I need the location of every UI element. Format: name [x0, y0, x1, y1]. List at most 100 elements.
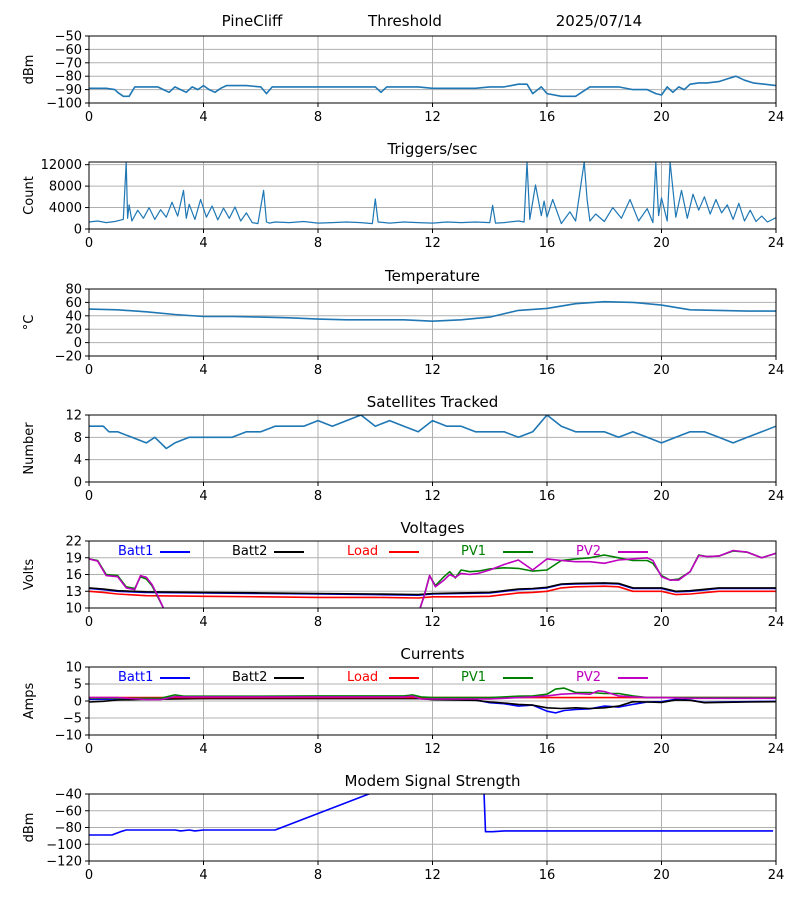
y-tick-label: −90	[55, 83, 82, 98]
x-tick-label: 8	[314, 363, 322, 378]
series-batt2	[89, 582, 776, 596]
series-group	[89, 794, 774, 836]
x-tick-label: 24	[768, 236, 785, 251]
trigger-mode: Threshold	[367, 12, 442, 30]
y-tick-label: 10	[65, 661, 82, 676]
series-pv2	[89, 549, 776, 608]
x-tick-label: 16	[539, 742, 556, 757]
y-tick-label: 60	[65, 296, 82, 311]
x-tick-label: 24	[768, 363, 785, 378]
x-tick-label: 0	[85, 110, 93, 125]
y-axis-label: Count	[22, 176, 37, 215]
y-tick-label: 0	[74, 336, 82, 351]
legend-label: PV1	[461, 670, 486, 685]
series-line	[89, 300, 776, 323]
panel-title: Temperature	[384, 267, 480, 285]
x-tick-label: 24	[768, 868, 785, 883]
x-tick-label: 8	[314, 868, 322, 883]
x-tick-label: 8	[314, 615, 322, 630]
series-group	[89, 162, 776, 225]
x-tick-label: 16	[539, 489, 556, 504]
x-tick-label: 16	[539, 363, 556, 378]
y-tick-label: −10	[55, 729, 82, 744]
chart-triggers: 0 4 8 12 16 20 24 0 4000 8000 12000 Triggers/sec Cou…	[22, 140, 784, 251]
chart-rssi: 0 4 8 12 16 20 24 −100−90−80−70−60−50 dBm	[22, 30, 784, 126]
x-tick-label: 20	[653, 868, 670, 883]
x-tick-label: 12	[424, 868, 441, 883]
y-tick-label: 16	[65, 568, 82, 583]
x-tick-label: 0	[85, 742, 93, 757]
legend-label: Batt1	[118, 670, 153, 685]
x-tick-label: 20	[653, 615, 670, 630]
y-tick-label: 5	[74, 678, 82, 693]
x-tick-label: 24	[768, 489, 785, 504]
panel-title: Currents	[400, 645, 464, 663]
x-tick-label: 4	[199, 615, 207, 630]
x-tick-label: 16	[539, 868, 556, 883]
x-tick-label: 20	[653, 363, 670, 378]
x-tick-label: 12	[424, 363, 441, 378]
y-tick-label: 8	[74, 431, 82, 446]
y-tick-label: −100	[46, 838, 82, 853]
legend-label: Batt2	[232, 670, 267, 685]
y-tick-label: −5	[63, 712, 82, 727]
station-name: PineCliff	[222, 12, 283, 30]
y-tick-label: 40	[65, 309, 82, 324]
y-tick-label: 4000	[49, 201, 82, 216]
x-tick-label: 20	[653, 742, 670, 757]
y-axis-label: dBm	[22, 813, 37, 843]
legend-label: PV1	[461, 544, 486, 559]
y-axis-label: dBm	[22, 55, 37, 85]
x-tick-label: 0	[85, 868, 93, 883]
series-group	[89, 687, 776, 714]
x-tick-label: 24	[768, 742, 785, 757]
y-tick-label: 80	[65, 283, 82, 298]
panel-title: Voltages	[400, 519, 464, 537]
legend-label: Load	[347, 670, 378, 685]
y-tick-label: 0	[74, 695, 82, 710]
y-tick-label: 10	[65, 602, 82, 617]
y-tick-label: −50	[55, 30, 82, 45]
x-tick-label: 0	[85, 615, 93, 630]
x-tick-label: 20	[653, 489, 670, 504]
chart-satellites: 0 4 8 12 16 20 24 0 4 8 12 Satellites Tracked Number	[22, 393, 784, 504]
y-tick-label: −80	[55, 70, 82, 85]
panel-title: Triggers/sec	[387, 140, 478, 158]
y-tick-label: −60	[55, 43, 82, 58]
legend-label: Batt2	[232, 544, 267, 559]
x-tick-label: 16	[539, 615, 556, 630]
x-tick-label: 0	[85, 489, 93, 504]
series-group	[89, 549, 776, 608]
legend-label: PV2	[576, 544, 601, 559]
x-tick-label: 16	[539, 236, 556, 251]
y-tick-label: −80	[55, 821, 82, 836]
x-tick-label: 4	[199, 868, 207, 883]
series-line	[89, 75, 776, 98]
y-axis-label: Amps	[22, 682, 37, 719]
y-tick-label: 12000	[41, 158, 82, 173]
series-line	[89, 162, 776, 225]
x-tick-label: 0	[85, 363, 93, 378]
y-tick-label: −60	[55, 804, 82, 819]
x-tick-label: 12	[424, 615, 441, 630]
y-tick-label: 19	[65, 551, 82, 566]
x-tick-label: 4	[199, 742, 207, 757]
chart-modem: 0 4 8 12 16 20 24 −120 −100 −80 −60−40 Modem Signal…	[22, 772, 784, 883]
y-tick-label: 20	[65, 323, 82, 338]
x-tick-label: 0	[85, 236, 93, 251]
y-tick-label: 0	[74, 476, 82, 491]
y-tick-label: 8000	[49, 180, 82, 195]
series-pv2	[89, 689, 776, 701]
series-line	[89, 794, 774, 836]
x-tick-label: 4	[199, 110, 207, 125]
x-tick-label: 12	[424, 742, 441, 757]
y-tick-label: −120	[46, 855, 82, 870]
x-tick-label: 8	[314, 742, 322, 757]
series-batt2	[89, 697, 776, 710]
x-tick-label: 12	[424, 489, 441, 504]
y-tick-label: −40	[55, 788, 82, 803]
